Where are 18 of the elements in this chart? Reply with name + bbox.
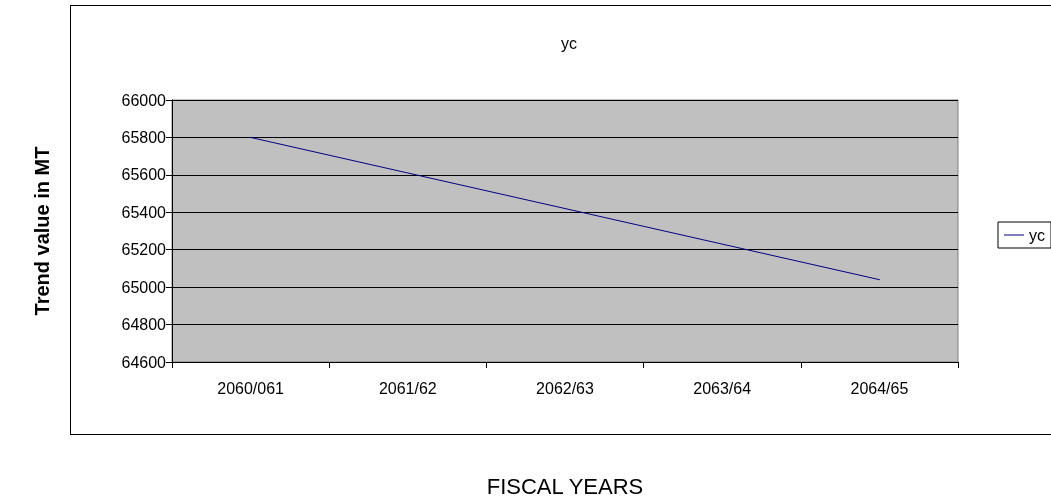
y-tick-label: 65800 — [121, 128, 167, 146]
chart-title: yc — [561, 34, 577, 52]
y-tick-label: 65200 — [121, 241, 167, 259]
y-tick-label: 64800 — [121, 316, 167, 334]
y-tick-label: 65600 — [121, 166, 167, 184]
y-tick-label: 65000 — [121, 278, 167, 296]
x-tick-label: 2060/061 — [217, 379, 285, 397]
y-tick-label: 64600 — [121, 353, 167, 371]
y-axis-title: Trend value in MT — [31, 146, 53, 316]
line-series — [250, 136, 880, 281]
x-tick-label: 2064/65 — [850, 379, 909, 397]
x-tick-label: 2062/63 — [536, 379, 595, 397]
x-tick-label: 2063/64 — [693, 379, 752, 397]
legend-label: yc — [1029, 226, 1045, 244]
y-tick-label: 65400 — [121, 203, 167, 221]
x-tick-label: 2061/62 — [378, 379, 437, 397]
x-axis-title: FISCAL YEARS — [486, 473, 644, 499]
y-tick-label: 66000 — [121, 91, 167, 109]
